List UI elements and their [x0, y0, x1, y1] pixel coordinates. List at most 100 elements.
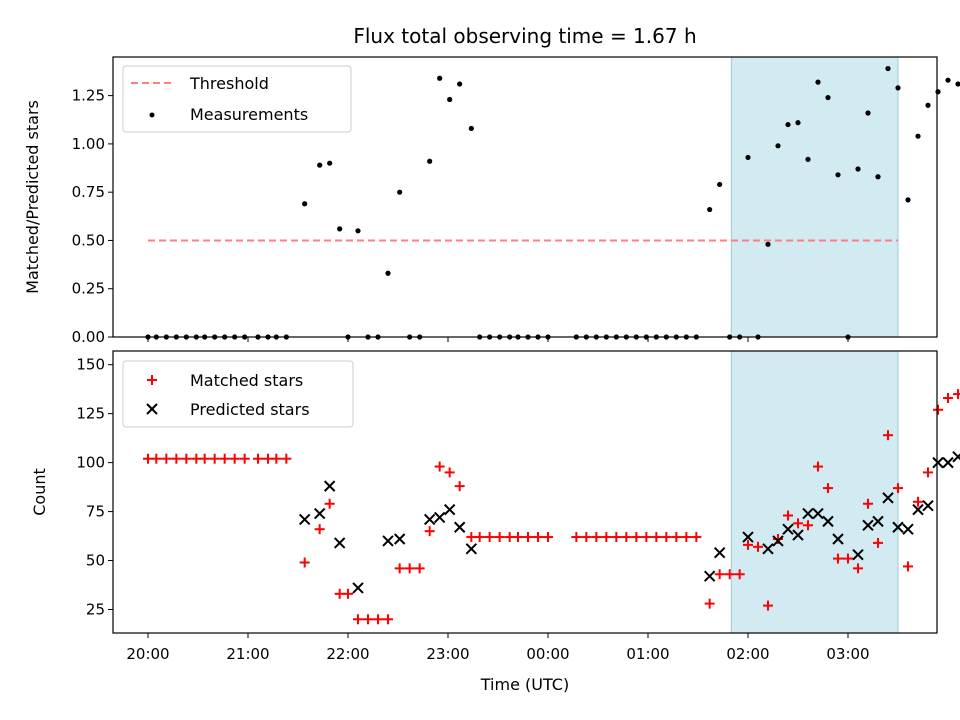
cross-stroke	[882, 492, 894, 504]
matched-star-point	[601, 532, 612, 543]
matched-star-point	[724, 569, 735, 580]
bottom-panel: 25 50 75 100 125 150 20:00 21:00 22:00 23:00 00:0…	[30, 350, 960, 694]
predicted-star-point	[872, 515, 884, 528]
matched-star-point	[494, 532, 505, 543]
measurement-point	[805, 156, 811, 162]
cross-stroke	[832, 533, 844, 545]
measurement-point	[785, 121, 791, 128]
y-tick-label: 100	[76, 454, 105, 472]
legend-cross-marker	[146, 403, 158, 415]
matched-star-point	[513, 532, 523, 543]
matched-star-point	[651, 532, 662, 543]
matched-star-point	[691, 532, 702, 543]
matched-star-point	[444, 467, 455, 478]
matched-star-point	[383, 614, 393, 625]
predicted-star-point	[892, 521, 904, 533]
y-tick-label: 0.00	[72, 328, 105, 346]
matched-star-point	[324, 498, 335, 509]
matched-star-point	[199, 453, 210, 464]
predicted-star-point	[433, 511, 446, 524]
matched-star-point	[611, 532, 622, 543]
predicted-star-point	[882, 492, 894, 504]
measurement-point	[355, 228, 361, 234]
cross-stroke	[423, 513, 436, 526]
predicted-star-point	[742, 531, 754, 543]
measurement-point	[925, 102, 931, 108]
matched-star-point	[681, 532, 692, 543]
measurement-point	[468, 125, 474, 132]
matched-star-point	[671, 532, 682, 543]
predicted-star-point	[932, 456, 944, 469]
y-tick-label: 75	[86, 503, 105, 521]
cross-stroke	[333, 537, 346, 549]
predicted-star-point	[323, 480, 336, 492]
matched-star-point	[171, 453, 182, 464]
cross-stroke	[772, 535, 784, 547]
matched-star-point	[923, 467, 933, 478]
predicted-star-point	[453, 521, 466, 533]
predicted-star-point	[832, 533, 844, 545]
top-legend-box	[122, 65, 352, 133]
x-tick-label: 00:00	[526, 645, 569, 663]
matched-star-point	[621, 532, 632, 543]
matched-star-point	[474, 532, 485, 543]
top-data-marks	[145, 65, 960, 340]
measurement-point	[717, 181, 723, 188]
matched-star-point	[591, 532, 602, 543]
predicted-star-point	[782, 523, 794, 535]
measurement-point	[707, 206, 713, 213]
matched-star-point	[363, 614, 373, 625]
matched-star-point	[903, 561, 913, 572]
cross-stroke	[146, 403, 158, 415]
matched-star-point	[833, 553, 843, 564]
cross-stroke	[782, 523, 794, 535]
legend-plus-marker	[147, 375, 157, 385]
y-tick-label: 150	[76, 356, 105, 374]
matched-star-point	[373, 614, 383, 625]
legend-matched-swatch	[147, 375, 157, 385]
cross-stroke	[393, 533, 406, 545]
cross-stroke	[902, 523, 914, 535]
y-tick-label: 0.25	[72, 280, 105, 298]
cross-stroke	[862, 519, 874, 531]
cross-stroke	[802, 507, 814, 520]
legend-predicted-label: Predicted stars	[190, 400, 310, 419]
bottom-axes-frame	[112, 350, 938, 634]
bottom-data-marks	[143, 389, 960, 625]
top-x-ticks	[147, 337, 849, 342]
matched-star-point	[523, 532, 533, 543]
x-tick-label: 20:00	[126, 645, 169, 663]
bottom-y-axis-label: Count	[30, 468, 49, 516]
matched-star-point	[353, 614, 363, 625]
predicted-star-point	[942, 456, 954, 469]
measurement-point	[317, 162, 323, 168]
cross-stroke	[792, 529, 804, 541]
cross-stroke	[443, 503, 456, 516]
cross-stroke	[313, 507, 326, 520]
top-axes-frame	[112, 56, 938, 338]
matched-star-point	[734, 569, 745, 580]
matched-star-point	[714, 569, 725, 580]
matched-star-point	[943, 393, 953, 403]
predicted-star-point	[802, 507, 814, 520]
top-highlight-region	[730, 56, 899, 338]
measurement-point	[915, 133, 921, 139]
measurement-point	[385, 270, 391, 276]
predicted-star-point	[313, 507, 326, 520]
measurement-point	[935, 89, 941, 95]
x-tick-label: 21:00	[226, 645, 269, 663]
legend-matched-label: Matched stars	[190, 371, 303, 390]
predicted-star-point	[393, 533, 406, 545]
cross-stroke	[922, 500, 934, 512]
legend-measurements-label: Measurements	[190, 105, 308, 124]
matched-star-point	[571, 532, 582, 543]
measurement-point	[447, 96, 453, 103]
cross-stroke	[872, 515, 884, 528]
cross-stroke	[713, 547, 726, 559]
x-tick-label: 01:00	[626, 645, 669, 663]
legend-predicted-swatch	[146, 403, 158, 415]
matched-star-point	[281, 453, 292, 464]
predicted-star-point	[902, 523, 914, 535]
matched-star-point	[219, 453, 230, 464]
cross-stroke	[323, 480, 336, 492]
